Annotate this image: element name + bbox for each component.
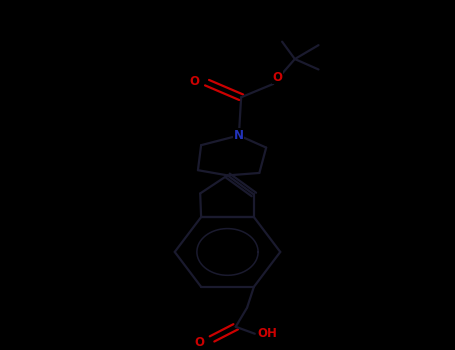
Text: O: O	[194, 336, 204, 349]
Text: O: O	[273, 71, 283, 84]
Text: OH: OH	[258, 327, 278, 340]
Text: N: N	[234, 129, 244, 142]
Text: O: O	[189, 75, 199, 88]
